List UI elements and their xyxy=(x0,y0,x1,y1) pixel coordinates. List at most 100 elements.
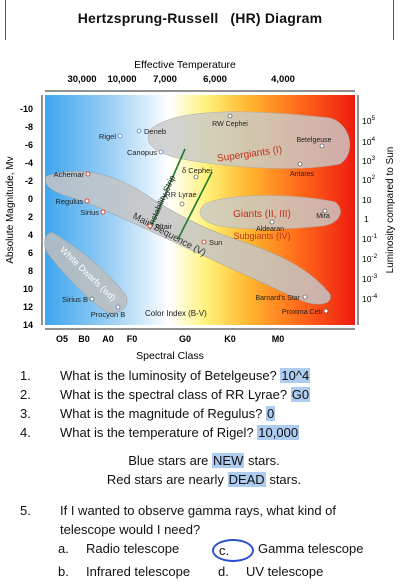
canopus-label: Canopus xyxy=(127,148,157,157)
altair-label: Altair xyxy=(155,222,173,231)
sun-dot xyxy=(201,239,207,245)
mag-tick-2: 2 xyxy=(28,212,33,222)
procyon-b-label: Procyon B xyxy=(91,310,126,319)
lum-tick-1e-4: 10-4 xyxy=(362,293,378,304)
lum-tick-1e-1: 10-1 xyxy=(362,233,378,244)
top-tick-7000: 7,000 xyxy=(153,74,177,85)
giants-label: Giants (II, III) xyxy=(233,209,291,220)
right-axis-label: Luminosity compared to Sun xyxy=(385,147,396,274)
rw-cephei-label: RW Cephei xyxy=(212,121,248,128)
barnards-star-label: Barnard's Star xyxy=(255,295,300,302)
sirius-dot xyxy=(100,209,106,215)
altair-dot xyxy=(147,223,153,229)
top-axis-title: Effective Temperature xyxy=(134,59,236,71)
instability-strip-line-right xyxy=(177,171,213,240)
proxima-ceti-dot xyxy=(323,308,329,314)
question-5-text: If I wanted to observe gamma rays, what … xyxy=(60,503,337,537)
statement-blue: Blue stars are NEW stars. xyxy=(128,453,280,468)
hr-diagram: Effective Temperature 30,000 10,000 7,00… xyxy=(5,59,396,362)
mag-tick-minus8: -8 xyxy=(25,122,33,132)
option-c[interactable]: c. Gamma telescope xyxy=(212,539,368,562)
rw-cephei-dot xyxy=(227,113,233,119)
left-frame-line xyxy=(5,0,6,40)
rigel-dot xyxy=(117,133,123,139)
title-part-1: Hertzsprung-Russell xyxy=(77,10,219,26)
spec-tick-a0: A0 xyxy=(102,334,114,344)
lum-tick-1e4: 104 xyxy=(362,136,375,147)
color-index-label: Color Index (B-V) xyxy=(145,309,207,318)
question-1-text: What is the luminosity of Betelgeuse? 10… xyxy=(60,368,311,383)
rr-lyrae-dot xyxy=(179,201,185,207)
subgiants-label: Subgiants (IV) xyxy=(233,231,290,241)
answer-new: NEW xyxy=(212,453,245,468)
lum-tick-1e-3: 10-3 xyxy=(362,273,378,284)
mira-dot xyxy=(322,208,328,214)
achernar-dot xyxy=(85,171,91,177)
question-4-text: What is the temperature of Rigel? 10,000 xyxy=(60,425,300,440)
question-5: 5. If I wanted to observe gamma rays, wh… xyxy=(14,501,394,539)
procyon-b-dot xyxy=(115,304,121,310)
spec-tick-o5: O5 xyxy=(56,334,68,344)
lum-tick-1e-2: 10-2 xyxy=(362,253,378,264)
title-part-2: (HR) Diagram xyxy=(230,10,323,26)
regulus-label: Regulus xyxy=(55,197,83,206)
question-5-options: a. Radio telescope c. Gamma telescope b. In… xyxy=(58,539,394,581)
mag-tick-0: 0 xyxy=(28,194,33,204)
spec-tick-k0: K0 xyxy=(224,334,236,344)
antares-dot xyxy=(297,161,303,167)
mag-tick-minus2: -2 xyxy=(25,176,33,186)
delta-cephei-dot xyxy=(193,174,199,180)
lum-tick-1e2: 102 xyxy=(362,174,375,185)
right-frame-line xyxy=(393,0,394,40)
spec-tick-m0: M0 xyxy=(272,334,285,344)
aldearan-label: Aldearan xyxy=(256,226,284,233)
betelgeuse-label: Betelgeuse xyxy=(296,137,331,144)
page-title: Hertzsprung-Russell (HR) Diagram xyxy=(0,10,400,26)
question-2: 2. What is the spectral class of RR Lyra… xyxy=(20,387,311,402)
deneb-dot xyxy=(136,128,142,134)
top-tick-10000: 10,000 xyxy=(107,74,136,85)
spec-tick-g0: G0 xyxy=(179,334,191,344)
option-a[interactable]: a. Radio telescope xyxy=(58,541,180,556)
question-3: 3. What is the magnitude of Regulus? 0 xyxy=(20,406,276,421)
mag-tick-minus10: -10 xyxy=(20,104,33,114)
top-tick-6000: 6,000 xyxy=(203,74,227,85)
proxima-ceti-label: Proxima Ceti xyxy=(282,309,323,316)
answer-2: G0 xyxy=(290,387,311,402)
achernar-label: Achernar xyxy=(54,170,85,179)
option-b[interactable]: b. Infrared telescope xyxy=(58,564,191,579)
main-sequence-region xyxy=(45,171,331,305)
lum-tick-1e5: 105 xyxy=(362,115,375,126)
left-axis-label: Absolute Magnitude, Mv xyxy=(5,156,16,263)
sirius-b-label: Sirius B xyxy=(62,295,88,304)
canopus-dot xyxy=(158,149,164,155)
option-d[interactable]: d. UV telescope xyxy=(218,564,324,579)
delta-cephei-label: δ Cephei xyxy=(182,166,212,175)
sun-label: Sun xyxy=(209,238,222,247)
answer-4: 10,000 xyxy=(257,425,300,440)
answer-dead: DEAD xyxy=(227,472,266,487)
question-2-text: What is the spectral class of RR Lyrae? … xyxy=(60,387,311,402)
answer-1: 10^4 xyxy=(280,368,311,383)
worksheet-questions: 1. What is the luminosity of Betelgeuse?… xyxy=(14,366,394,581)
question-1: 1. What is the luminosity of Betelgeuse?… xyxy=(20,368,311,383)
instability-strip-line-left xyxy=(149,148,186,230)
top-tick-4000: 4,000 xyxy=(271,74,295,85)
mag-tick-minus6: -6 xyxy=(25,140,33,150)
giants-region xyxy=(199,195,341,230)
mag-tick-6: 6 xyxy=(28,248,33,258)
mira-label: Mira xyxy=(316,213,330,220)
rr-lyrae-label: RR Lyrae xyxy=(165,190,196,199)
statement-red: Red stars are nearly DEAD stars. xyxy=(106,472,302,487)
selected-answer-circle: c. xyxy=(212,539,254,562)
mag-tick-4: 4 xyxy=(28,230,33,240)
sirius-b-dot xyxy=(89,296,95,302)
answer-3: 0 xyxy=(265,406,276,421)
mag-tick-8: 8 xyxy=(28,266,33,276)
lum-tick-1e3: 103 xyxy=(362,155,375,166)
mag-tick-10: 10 xyxy=(23,284,33,294)
lum-tick-1: 1 xyxy=(364,214,369,224)
question-3-text: What is the magnitude of Regulus? 0 xyxy=(60,406,276,421)
betelgeuse-dot xyxy=(319,143,325,149)
bottom-axis-title: Spectral Class xyxy=(136,350,204,362)
